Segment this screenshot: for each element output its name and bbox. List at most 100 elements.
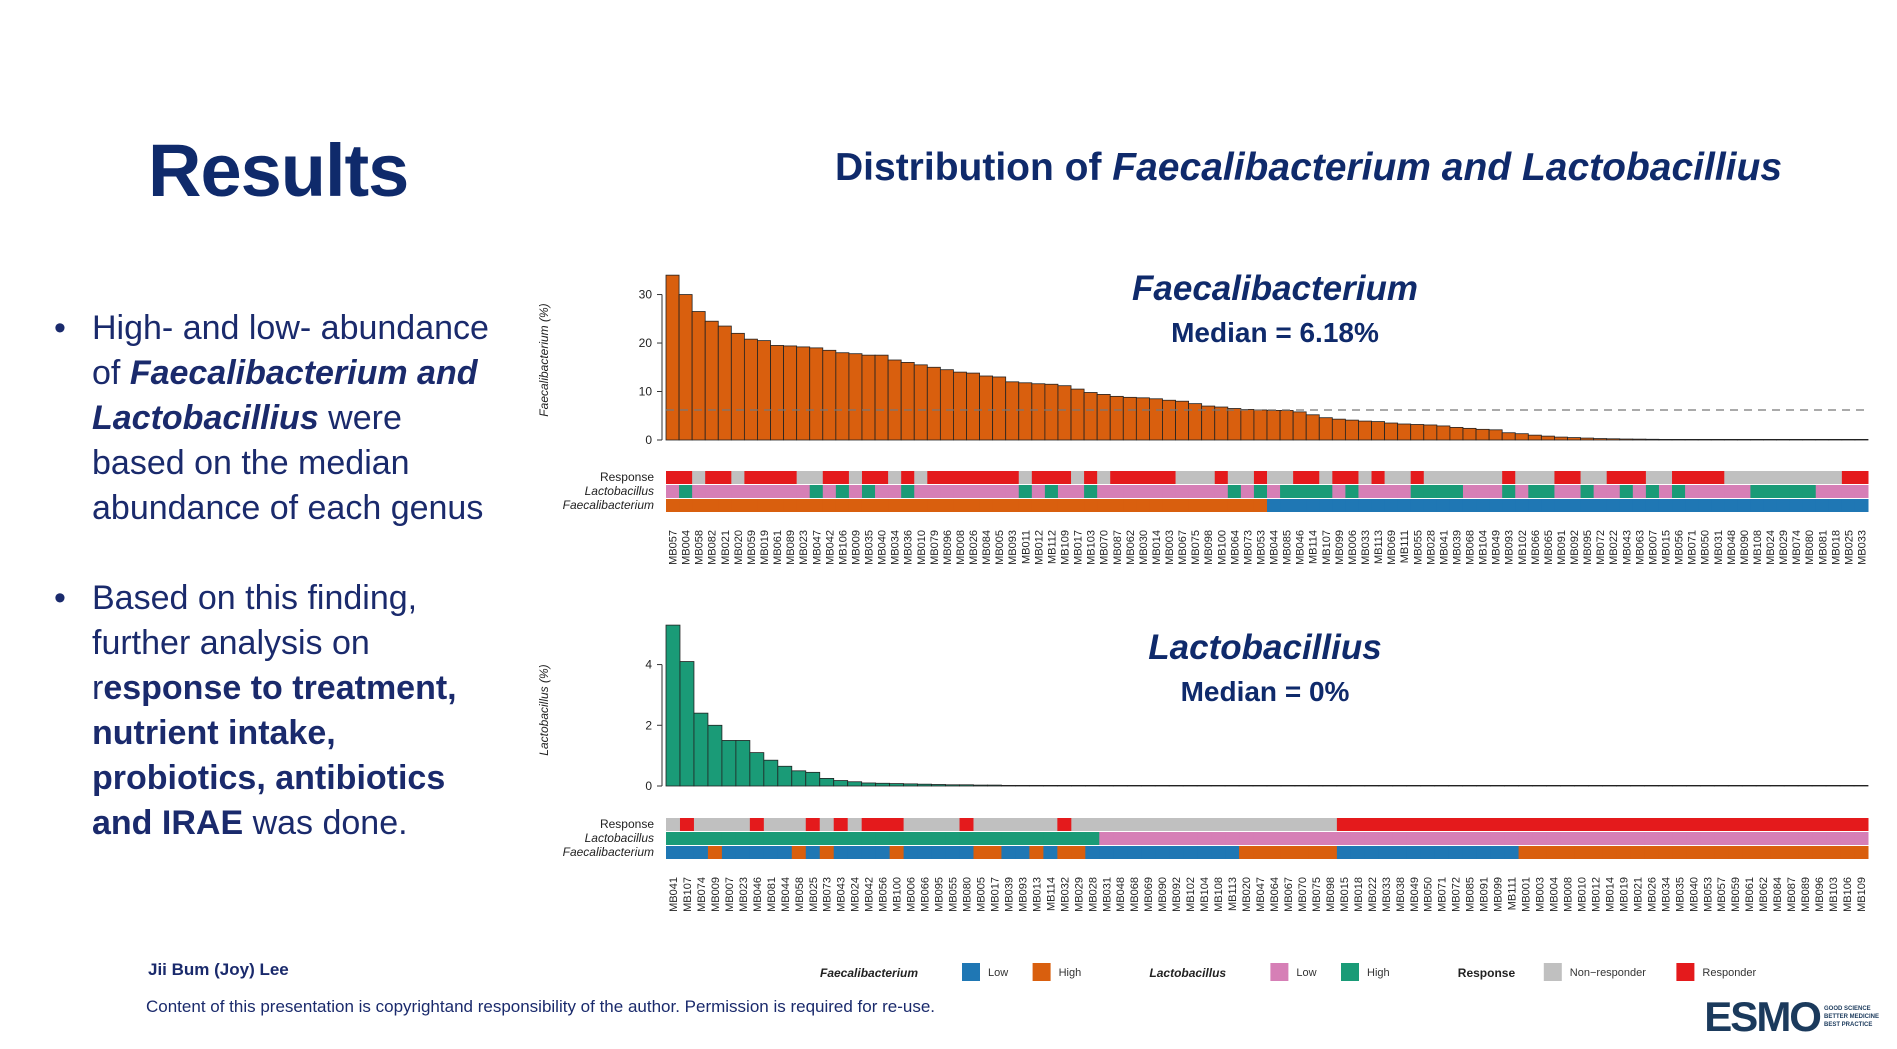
x-tick-label: MB019 [1618,877,1630,912]
track-cell [1504,818,1520,831]
track-cell [1197,846,1212,859]
track-cell [1423,485,1438,498]
x-tick-label: MB003 [1164,530,1176,565]
track-cell [940,485,954,498]
track-cell [1750,485,1764,498]
x-tick-label: MB059 [746,530,758,565]
track-cell [1267,499,1281,512]
track-cell [1306,499,1320,512]
bar [1364,785,1380,787]
track-cell [914,499,928,512]
track-cell [888,499,902,512]
track-cell [679,846,695,859]
x-tick-label: MB111 [1399,530,1411,563]
track-cell [1462,846,1478,859]
bar [1448,785,1464,787]
track-cell [1489,471,1503,484]
track-cell [679,832,695,845]
y-tick-label: 30 [639,288,653,302]
track-cell [901,485,915,498]
track-cell [931,832,947,845]
bar [1685,785,1701,787]
track-cell [1815,485,1830,498]
track-cell [1371,471,1386,484]
bar [1632,438,1647,441]
track-cell [914,485,928,498]
track-cell [973,832,988,845]
track-cell [783,499,798,512]
track-cell [875,485,889,498]
bar [1182,785,1198,787]
track-cell [979,485,994,498]
x-tick-label: MB095 [934,877,946,912]
track-cell [1169,818,1184,831]
track-cell [783,471,798,484]
track-cell [749,832,765,845]
track-cell [959,832,974,845]
track-cell [1155,818,1170,831]
bar [1420,785,1436,787]
y-axis-label: Lactobacillus (%) [537,664,551,755]
bar [1574,785,1589,787]
track-cell [1728,818,1743,831]
track-cell [1267,485,1281,498]
bullet-text: was done. [243,804,408,842]
bar [1266,410,1281,441]
track-cell [1336,846,1352,859]
track-cell [1267,846,1282,859]
y-tick-label: 0 [645,433,652,447]
track-cell [1392,846,1408,859]
track-cell [777,818,793,831]
bar [1514,433,1529,441]
track-cell [992,471,1007,484]
x-tick-label: MB023 [798,530,810,565]
track-cell [1714,832,1729,845]
x-tick-label: MB012 [1590,877,1602,912]
track-cell [1253,471,1268,484]
x-tick-label: MB046 [752,877,764,912]
track-cell [1448,818,1464,831]
bar [1580,437,1595,441]
bar [1410,424,1425,441]
bar [1671,785,1687,787]
bar [1350,785,1366,787]
track-cell [666,832,681,845]
track-cell [901,499,915,512]
track-cell [1630,818,1645,831]
track-cell [1397,485,1412,498]
track-cell [1071,832,1086,845]
track-cell [927,499,941,512]
x-tick-label: MB015 [1339,877,1351,912]
x-tick-label: MB089 [1800,877,1812,912]
track-cell [692,485,706,498]
track-cell [1742,846,1757,859]
esmo-logo: ESMO GOOD SCIENCE BETTER MEDICINE BEST P… [1704,993,1879,1041]
bar [763,759,779,787]
track-cell [1593,499,1608,512]
x-tick-label: MB108 [1213,877,1225,912]
track-cell [1686,846,1701,859]
x-tick-label: MB106 [1842,877,1854,912]
x-tick-label: MB104 [1478,530,1490,565]
track-cell [1113,818,1128,831]
track-cell [1005,471,1020,484]
bar [1606,438,1621,441]
legend: Faecalibacterium Low High Lactobacillus Low H… [820,963,1757,981]
bar [1789,438,1804,441]
track-cell [1197,818,1212,831]
legend-item-label: High [1367,967,1390,979]
bar [1839,785,1855,787]
bullet-item: • Based on this finding, further analysis… [50,576,490,846]
legend-swatch [1270,963,1289,981]
track-cell [1518,832,1534,845]
bar [1755,785,1771,787]
track-cell [705,499,719,512]
track-cell [1685,499,1699,512]
bar [1305,414,1320,441]
track-cell [1332,499,1346,512]
track-cell [1616,818,1631,831]
bar [1783,785,1799,787]
x-tick-label: MB003 [1535,877,1547,912]
track-cell [1763,471,1778,484]
x-tick-label: MB095 [1582,530,1594,565]
